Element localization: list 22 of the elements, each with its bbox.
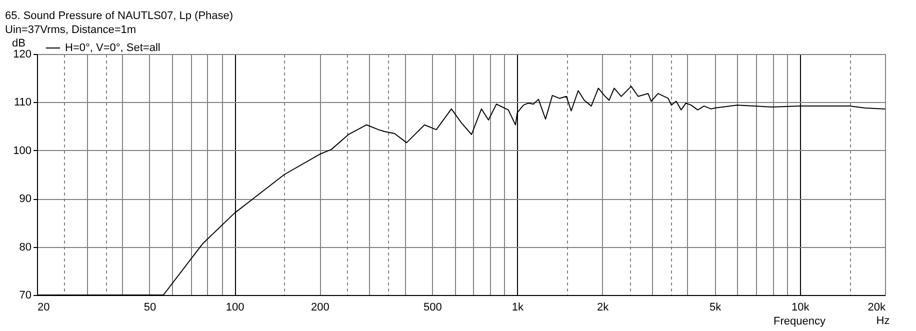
x-tick-label: 1k <box>512 302 524 314</box>
x-tick-label: 10k <box>792 302 810 314</box>
x-tick-label: 20 <box>38 302 50 314</box>
y-tick-label: 110 <box>14 96 32 109</box>
x-tick-label: 20k <box>868 302 886 314</box>
text: Hz <box>876 315 890 327</box>
x-tick-label: 5k <box>710 302 722 314</box>
y-tick-label: 120 <box>13 48 32 60</box>
x-tick-label: 500 <box>423 302 442 314</box>
legend-label: H=0°, V=0°, Set=all <box>65 42 160 54</box>
x-axis-title: Frequency <box>774 316 826 328</box>
chart-subtitle: Uin=37Vrms, Distance=1m <box>5 24 136 36</box>
chart-title: 65. Sound Pressure of NAUTLS07, Lp (Phase) <box>5 10 234 22</box>
y-tick-label: 80 <box>19 241 32 254</box>
x-tick-label: 100 <box>226 302 244 314</box>
y-tick-label: 70 <box>19 290 32 302</box>
x-tick-label: 200 <box>310 302 330 314</box>
y-tick-label: 90 <box>19 193 32 206</box>
x-tick-label: 2k <box>597 302 610 314</box>
x-tick-label: 50 <box>144 302 156 314</box>
y-tick-label: 100 <box>13 144 32 157</box>
y-axis-title: dB <box>12 38 26 50</box>
